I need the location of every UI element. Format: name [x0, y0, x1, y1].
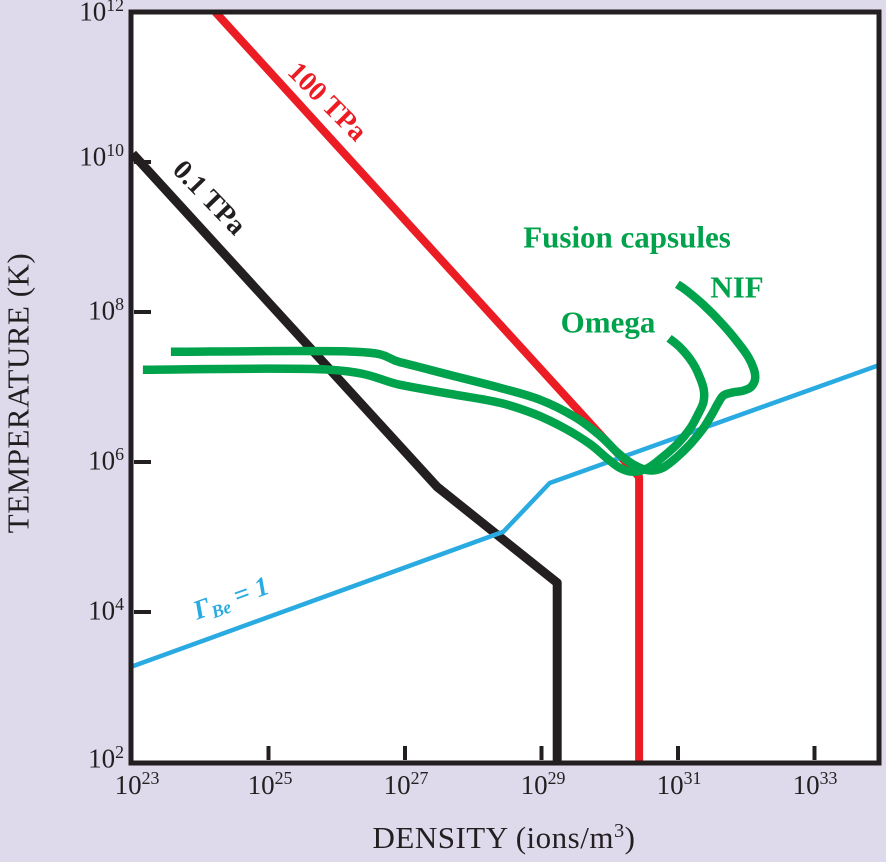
x-axis-title: DENSITY (ions/m3)	[372, 819, 636, 855]
nif-label: NIF	[710, 269, 764, 305]
y-tick-label-1e12: 1012	[79, 0, 124, 27]
plot-frame	[128, 9, 882, 766]
x-tick-label-1e23: 1023	[114, 768, 160, 800]
y-tick-label-1e6: 106	[88, 443, 124, 476]
axis-ticks-group	[134, 160, 817, 760]
y-tick-label-1e10: 1010	[79, 139, 124, 172]
omega-fusion-capsule-trajectory-curve	[142, 334, 709, 477]
y-axis-title: TEMPERATURE (K)	[0, 252, 36, 534]
y-tick-label-1e4: 104	[88, 593, 124, 626]
x-tick-label-1e25: 1025	[247, 768, 293, 800]
y-tick-label-1e2: 102	[88, 741, 124, 774]
gamma-be-1-coupling-boundary-curve	[130, 363, 880, 669]
100-tpa-isobar-curve	[212, 9, 644, 762]
fusion-capsules-label: Fusion capsules	[523, 219, 731, 255]
x-tick-label-1e33: 1033	[792, 768, 838, 800]
x-tick-label-1e31: 1031	[656, 768, 702, 800]
x-tick-label-1e27: 1027	[383, 768, 429, 800]
nif-fusion-capsule-trajectory-curve	[170, 280, 760, 475]
y-tick-label-1e8: 108	[88, 293, 124, 326]
x-tick-label-1e29: 1029	[520, 768, 566, 800]
omega-label: Omega	[560, 304, 656, 340]
curves-group	[129, 9, 880, 762]
